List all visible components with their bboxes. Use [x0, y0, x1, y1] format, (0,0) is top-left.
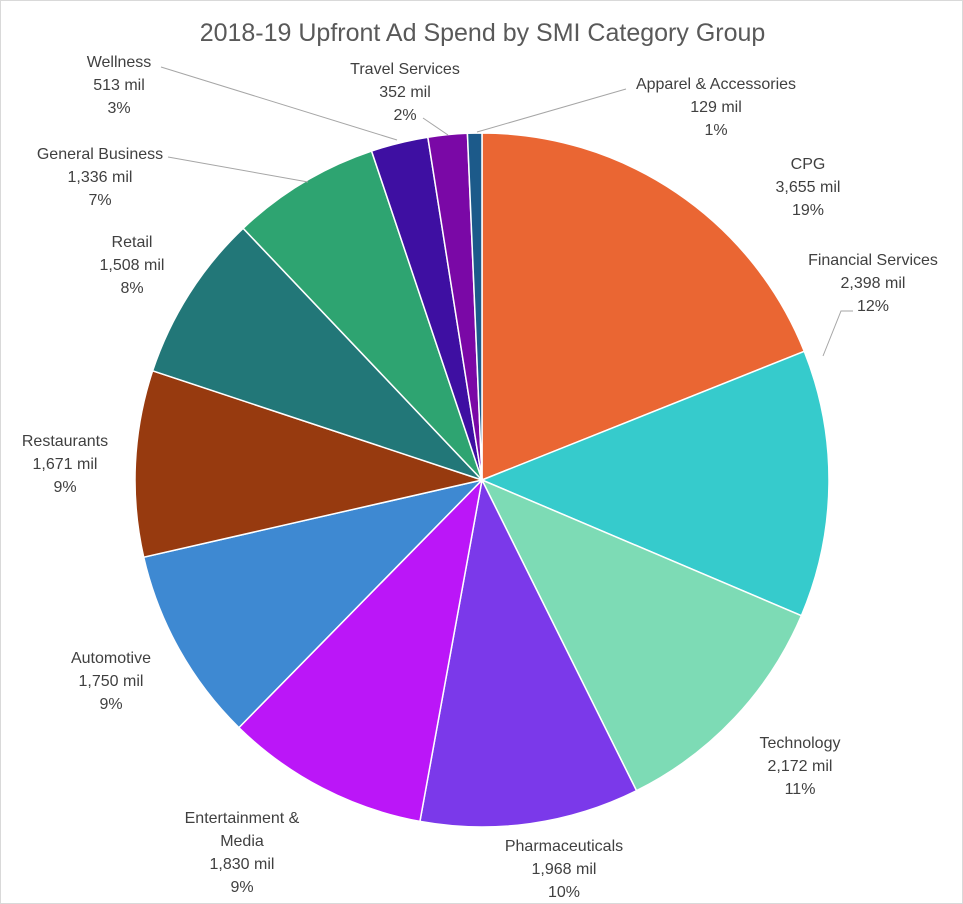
- pie-slice-cpg: [481, 132, 806, 482]
- data-label: Retail 1,508 mil 8%: [100, 234, 165, 297]
- pie-slice-automotive: [142, 478, 485, 729]
- data-label: Wellness 513 mil 3%: [87, 54, 152, 117]
- data-label: Entertainment & Media 1,830 mil 9%: [185, 810, 300, 896]
- data-label: Pharmaceuticals 1,968 mil 10%: [505, 838, 623, 901]
- data-label: Travel Services 352 mil 2%: [350, 61, 460, 124]
- pie-slice-retail: [151, 227, 483, 481]
- data-label: Restaurants 1,671 mil 9%: [22, 433, 108, 496]
- leader-line: [476, 88, 627, 133]
- pie-slice-apparel-accessories: [466, 132, 483, 481]
- pie-slice-financial-services: [480, 350, 830, 617]
- data-label: Financial Services 2,398 mil 12%: [808, 252, 938, 315]
- pie-slice-technology: [480, 478, 803, 792]
- leader-line: [160, 66, 398, 141]
- data-label: CPG 3,655 mil 19%: [776, 156, 841, 219]
- pie-slice-general-business: [242, 150, 483, 481]
- pie-slice-restaurants: [134, 369, 485, 559]
- leader-line: [167, 156, 309, 183]
- data-label: Apparel & Accessories 129 mil 1%: [636, 76, 796, 139]
- pie-slice-pharmaceuticals: [419, 477, 638, 828]
- chart-title: 2018-19 Upfront Ad Spend by SMI Category…: [199, 19, 766, 47]
- data-label: General Business 1,336 mil 7%: [37, 146, 163, 209]
- data-label: Automotive 1,750 mil 9%: [71, 650, 151, 713]
- data-label: Technology 2,172 mil 11%: [760, 735, 841, 798]
- leader-line: [422, 117, 449, 136]
- leader-line: [822, 310, 853, 357]
- pie-slice-entertainment-media: [237, 477, 484, 823]
